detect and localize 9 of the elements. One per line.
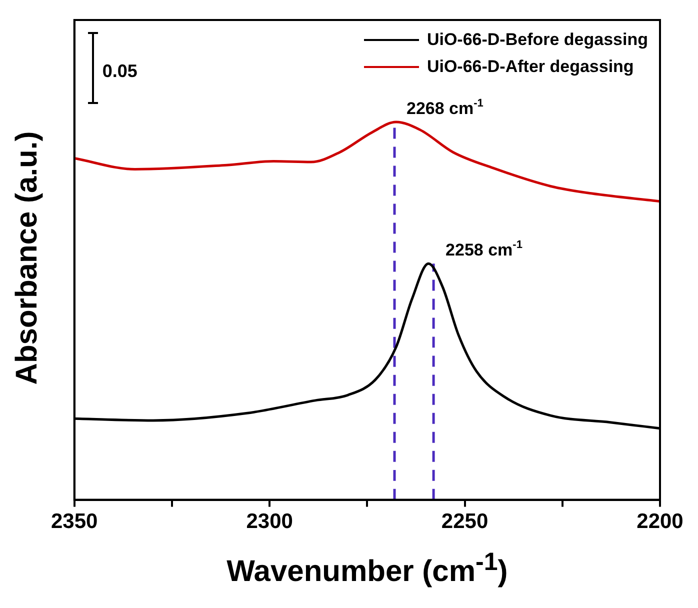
y-axis-title: Absorbance (a.u.) xyxy=(11,131,45,385)
legend-label: UiO-66-D-After degassing xyxy=(426,56,634,78)
text: 0.05 xyxy=(102,60,138,82)
x-tick-label: 2200 xyxy=(636,510,684,534)
x-tick-label: 2250 xyxy=(441,510,488,534)
x-axis-title: Wavenumber (cm$^{-1}$) xyxy=(226,548,509,589)
legend-label: UiO-66-D-Before degassing xyxy=(426,29,648,51)
x-tick-label: 2300 xyxy=(246,510,293,534)
x-tick-label: 2350 xyxy=(51,510,98,534)
